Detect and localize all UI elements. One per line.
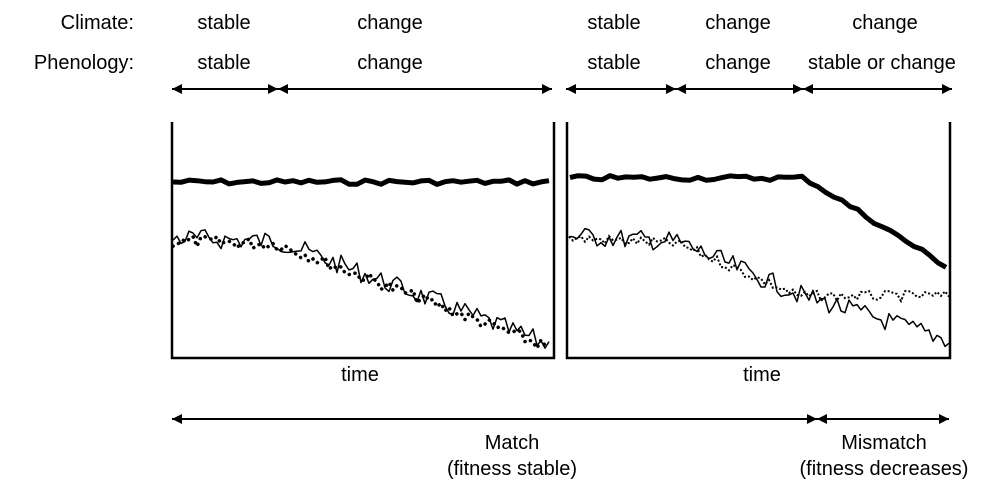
left-phenology-change: change [357,52,423,74]
left-fitness-curve [172,177,550,187]
left-xaxis-label: time [341,364,379,386]
right-climate-change-2: change [852,12,918,34]
match-sublabel: (fitness stable) [447,458,577,480]
right-climate-stable: stable [587,12,640,34]
left-climate-change: change [357,12,423,34]
phenology-row-label: Phenology: [34,52,134,74]
right-phenology-stable: stable [587,52,640,74]
climate-row-label: Climate: [61,12,134,34]
right-phenology-curve [568,234,950,304]
right-panel-frame [565,122,952,360]
left-panel-frame [170,122,556,360]
right-fitness-curve [569,173,948,270]
right-xaxis-label: time [743,364,781,386]
left-phenology-stable: stable [197,52,250,74]
left-phenology-curve [171,233,551,352]
right-climate-curve [568,227,950,348]
right-phenology-change: change [705,52,771,74]
mismatch-sublabel: (fitness decreases) [800,458,969,480]
right-phenology-stable-or-change: stable or change [808,52,956,74]
mismatch-label: Mismatch [841,432,927,454]
left-climate-curve [172,229,550,349]
left-climate-stable: stable [197,12,250,34]
right-climate-change-1: change [705,12,771,34]
match-label: Match [485,432,539,454]
